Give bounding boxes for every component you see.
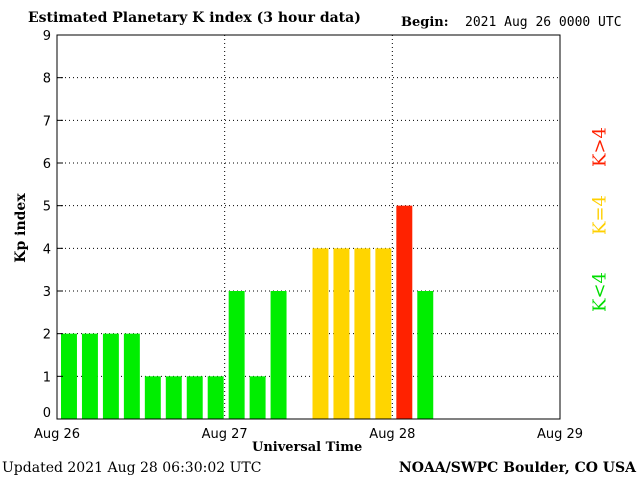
x-tick-label-3: Aug 29 [537,427,583,442]
y-axis-label: Kp index [13,193,29,263]
kp-bar-17 [417,291,434,419]
source-credit: NOAA/SWPC Boulder, CO USA [398,460,636,476]
kp-bar-2 [102,333,119,419]
kp-bar-12 [312,248,329,419]
kp-bar-14 [354,248,371,419]
legend-low: K<4 [589,272,611,312]
y-tick-label-6: 6 [43,157,51,172]
x-axis-label: Universal Time [252,440,363,455]
kp-bar-5 [165,376,182,419]
kp-bar-1 [81,333,98,419]
y-tick-label-4: 4 [43,242,51,257]
y-tick-label-8: 8 [43,72,51,87]
legend-high: K>4 [589,127,611,167]
x-tick-label-2: Aug 28 [369,427,415,442]
grid [57,35,560,419]
kp-bar-13 [333,248,350,419]
y-tick-label-3: 3 [43,285,51,300]
y-tick-label-9: 9 [43,29,51,44]
y-tick-label-1: 1 [43,370,51,385]
begin-label: Begin: [401,15,449,30]
kp-bar-10 [270,291,287,419]
kp-bar-8 [228,291,245,419]
kp-bar-16 [396,205,413,419]
x-tick-label-0: Aug 26 [34,427,80,442]
chart-title: Estimated Planetary K index (3 hour data… [28,10,361,26]
kp-bar-7 [207,376,224,419]
kp-bar-3 [123,333,140,419]
y-tick-label-2: 2 [43,328,51,343]
kp-bar-9 [249,376,266,419]
y-tick-label-0: 0 [43,406,51,421]
y-tick-label-5: 5 [43,200,51,215]
kp-bar-6 [186,376,203,419]
legend-mid: K=4 [589,195,611,235]
ticks: 0 1 2 3 4 5 6 7 8 9 Aug 26 Aug 27 Aug 28 Aug 29 [34,29,583,442]
kp-bar-0 [61,333,77,419]
updated-timestamp: Updated 2021 Aug 28 06:30:02 UTC [2,460,262,476]
kp-bar-4 [144,376,161,419]
plot-frame [56,34,561,420]
x-tick-label-1: Aug 27 [202,427,248,442]
bars [61,205,434,419]
begin-value: 2021 Aug 26 0000 UTC [465,15,622,30]
y-tick-label-7: 7 [43,114,51,129]
kp-bar-15 [375,248,392,419]
